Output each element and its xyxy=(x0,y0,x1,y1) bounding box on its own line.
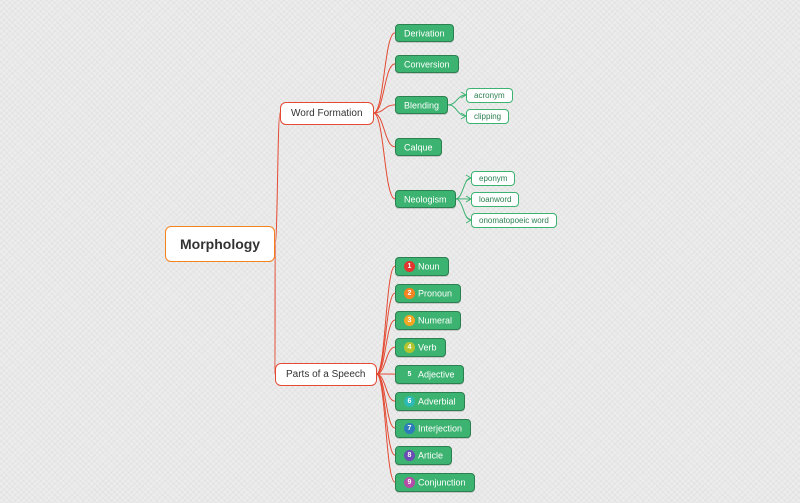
badge-conj: 9 xyxy=(404,477,415,488)
branch-pos: Parts of a Speech xyxy=(275,363,377,386)
node-noun: 1Noun xyxy=(395,257,449,276)
label-pron: Pronoun xyxy=(418,288,452,298)
label-numr: Numeral xyxy=(418,315,452,325)
node-loan: loanword xyxy=(471,192,519,207)
node-conv: Conversion xyxy=(395,55,459,74)
label-intj: Interjection xyxy=(418,423,462,433)
label-clip: clipping xyxy=(474,112,501,121)
root-label: Morphology xyxy=(180,236,260,252)
node-acr: acronym xyxy=(466,88,513,103)
node-adv: 6Adverbial xyxy=(395,392,465,411)
root-node: Morphology xyxy=(165,226,275,262)
label-blend: Blending xyxy=(404,100,439,110)
node-neo: Neologism xyxy=(395,190,456,209)
badge-adj: 5 xyxy=(404,369,415,380)
node-adj: 5Adjective xyxy=(395,365,464,384)
badge-numr: 3 xyxy=(404,315,415,326)
label-calq: Calque xyxy=(404,142,433,152)
node-clip: clipping xyxy=(466,109,509,124)
label-adv: Adverbial xyxy=(418,396,456,406)
label-deriv: Derivation xyxy=(404,28,445,38)
label-conj: Conjunction xyxy=(418,477,466,487)
branch-label: Parts of a Speech xyxy=(286,369,366,380)
label-loan: loanword xyxy=(479,195,511,204)
label-art: Article xyxy=(418,450,443,460)
badge-adv: 6 xyxy=(404,396,415,407)
label-ono: onomatopoeic word xyxy=(479,216,549,225)
badge-verb: 4 xyxy=(404,342,415,353)
node-art: 8Article xyxy=(395,446,452,465)
badge-art: 8 xyxy=(404,450,415,461)
badge-intj: 7 xyxy=(404,423,415,434)
badge-noun: 1 xyxy=(404,261,415,272)
node-epo: eponym xyxy=(471,171,515,186)
branch-wf: Word Formation xyxy=(280,102,374,125)
label-epo: eponym xyxy=(479,174,507,183)
node-pron: 2Pronoun xyxy=(395,284,461,303)
badge-pron: 2 xyxy=(404,288,415,299)
node-deriv: Derivation xyxy=(395,24,454,43)
label-neo: Neologism xyxy=(404,194,447,204)
node-blend: Blending xyxy=(395,96,448,115)
label-acr: acronym xyxy=(474,91,505,100)
node-verb: 4Verb xyxy=(395,338,446,357)
node-calq: Calque xyxy=(395,138,442,157)
label-conv: Conversion xyxy=(404,59,450,69)
node-ono: onomatopoeic word xyxy=(471,213,557,228)
node-intj: 7Interjection xyxy=(395,419,471,438)
node-numr: 3Numeral xyxy=(395,311,461,330)
label-adj: Adjective xyxy=(418,369,455,379)
label-verb: Verb xyxy=(418,342,437,352)
label-noun: Noun xyxy=(418,261,440,271)
node-conj: 9Conjunction xyxy=(395,473,475,492)
branch-label: Word Formation xyxy=(291,108,363,119)
